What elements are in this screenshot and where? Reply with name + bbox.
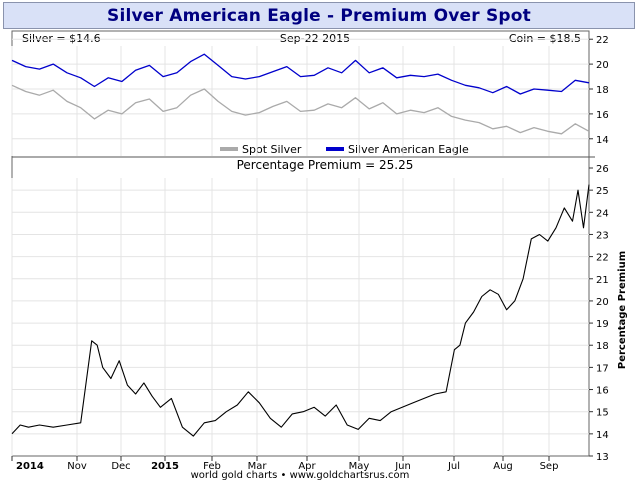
bottom-ytick-label: 25	[596, 186, 609, 197]
xtick-label: 2015	[151, 461, 179, 472]
bottom-ytick-label: 22	[596, 253, 609, 264]
header-date: Sep-22 2015	[280, 32, 350, 45]
xtick-label: 2014	[16, 461, 44, 472]
bottom-ytick-label: 15	[596, 408, 609, 419]
top-ytick-label: 16	[596, 110, 609, 121]
xtick-label: Aug	[493, 461, 513, 472]
xtick-label: Apr	[298, 461, 316, 472]
legend-spot-label: Spot Silver	[242, 143, 302, 156]
footer-credit: world gold charts • www.goldchartsrus.co…	[191, 470, 410, 481]
header-silver: Silver = $14.6	[22, 32, 101, 45]
header-coin: Coin = $18.5	[509, 32, 581, 45]
title-bar: Silver American Eagle - Premium Over Spo…	[3, 2, 635, 29]
xtick-label: Feb	[203, 461, 221, 472]
xtick-label: Jul	[447, 461, 460, 472]
premium-ylabel: Percentage Premium	[617, 251, 628, 369]
top-ytick-label: 20	[596, 60, 609, 71]
chart-title: Silver American Eagle - Premium Over Spo…	[107, 6, 531, 26]
top-ytick-label: 14	[596, 135, 609, 146]
top-ytick-label: 18	[596, 85, 609, 96]
bottom-ytick-label: 21	[596, 275, 609, 286]
xtick-label: May	[349, 461, 370, 472]
xtick-label: Dec	[111, 461, 130, 472]
eagle-line	[11, 53, 590, 95]
bottom-ytick-label: 20	[596, 297, 609, 308]
bottom-ytick-label: 26	[596, 164, 609, 175]
bottom-ytick-label: 14	[596, 430, 609, 441]
bottom-ytick-label: 18	[596, 341, 609, 352]
spot-silver-line	[11, 84, 590, 135]
xtick-label: Jun	[394, 461, 411, 472]
bottom-ytick-label: 24	[596, 208, 609, 219]
bottom-ytick-label: 23	[596, 230, 609, 241]
chart-border	[11, 30, 590, 457]
premium-line	[11, 184, 590, 437]
bottom-ytick-label: 19	[596, 319, 609, 330]
bottom-ytick-label: 13	[596, 452, 609, 463]
premium-title: Percentage Premium = 25.25	[237, 158, 414, 172]
xtick-label: Mar	[248, 461, 268, 472]
xtick-label: Sep	[540, 461, 559, 472]
legend-eagle-label: Silver American Eagle	[348, 143, 469, 156]
bottom-ytick-label: 16	[596, 386, 609, 397]
top-ytick-label: 22	[596, 35, 609, 46]
bottom-ytick-label: 17	[596, 363, 609, 374]
xtick-label: Nov	[67, 461, 87, 472]
